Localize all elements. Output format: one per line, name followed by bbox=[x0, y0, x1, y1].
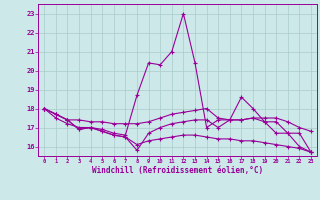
X-axis label: Windchill (Refroidissement éolien,°C): Windchill (Refroidissement éolien,°C) bbox=[92, 166, 263, 175]
